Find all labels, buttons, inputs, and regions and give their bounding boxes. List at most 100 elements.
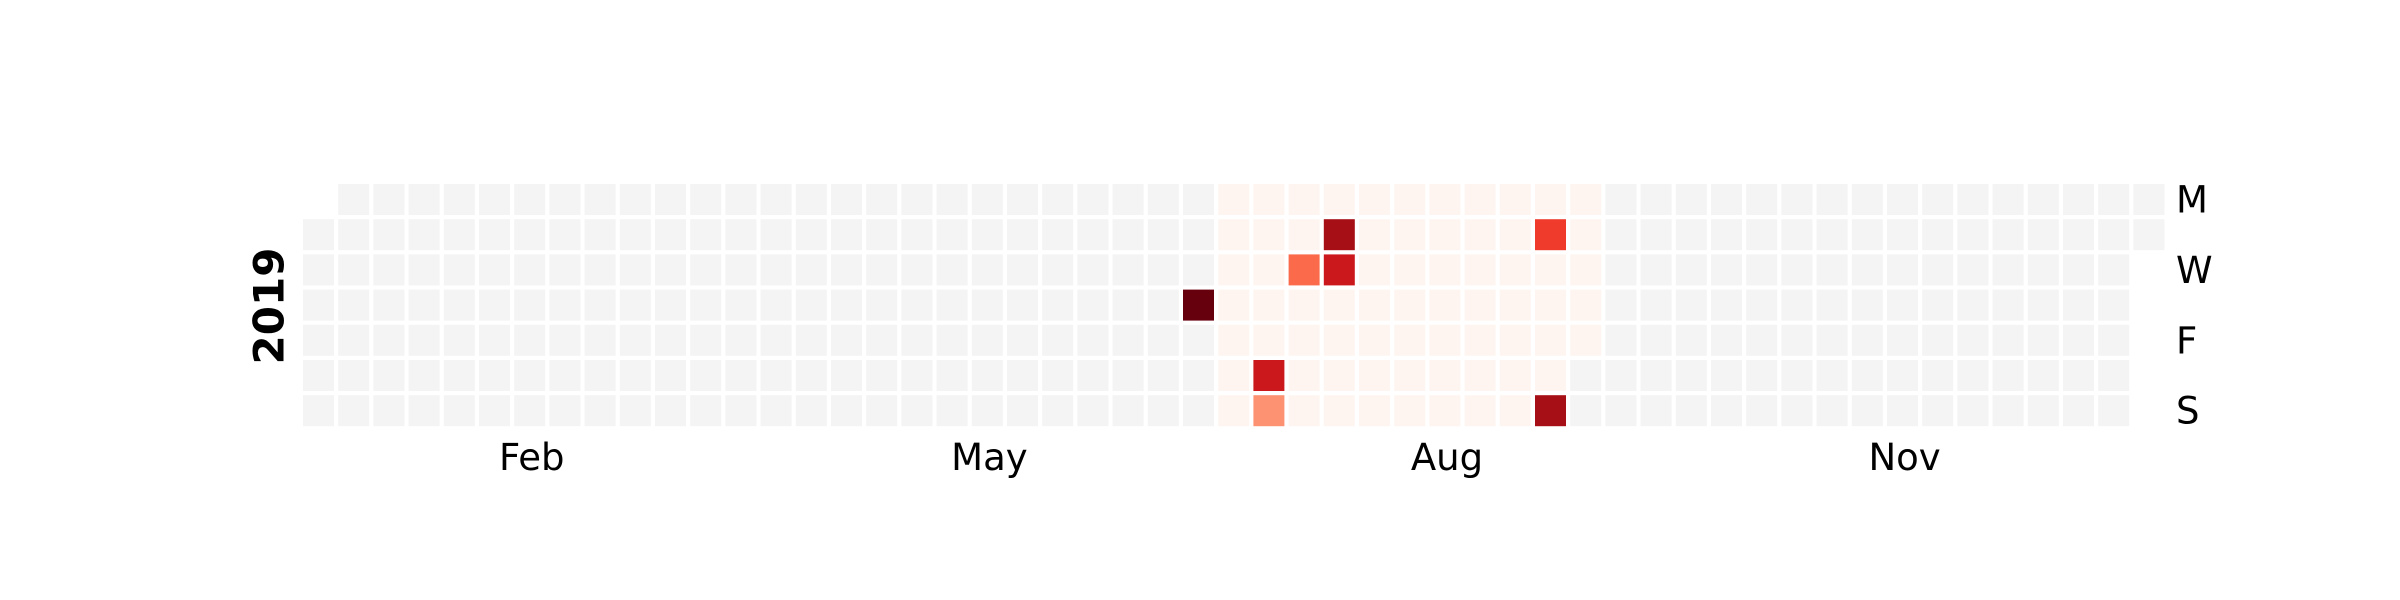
heatmap-cell (1288, 219, 1320, 251)
heatmap-cell (1183, 254, 1214, 286)
heatmap-cell (619, 289, 651, 321)
heatmap-cell (971, 254, 1003, 286)
heatmap-cell (1570, 289, 1602, 321)
heatmap-cell (1077, 184, 1109, 215)
heatmap-cell (866, 219, 898, 251)
heatmap-cell (1429, 184, 1461, 215)
heatmap-cell (619, 324, 651, 356)
heatmap-cell (1957, 219, 1989, 251)
heatmap-cell (338, 360, 370, 391)
heatmap-cell (584, 289, 616, 321)
heatmap-cell (655, 184, 686, 215)
heatmap-cell (795, 360, 827, 391)
heatmap-cell (2063, 254, 2094, 286)
heatmap-cell (1887, 360, 1918, 391)
heatmap-cell (619, 395, 651, 427)
heatmap-cell (866, 289, 898, 321)
heatmap-cell (1253, 184, 1285, 215)
heatmap-cell (1675, 395, 1707, 427)
heatmap-cell (1429, 324, 1461, 356)
heatmap-cell (1147, 184, 1179, 215)
heatmap-cell (408, 254, 440, 286)
heatmap-cell (584, 184, 616, 215)
heatmap-cell (1007, 360, 1038, 391)
heatmap-cell (1746, 324, 1778, 356)
heatmap-cell (2063, 219, 2094, 251)
heatmap-cell (1746, 395, 1778, 427)
heatmap-cell (1851, 360, 1883, 391)
heatmap-cell (1394, 324, 1426, 356)
heatmap-cell (725, 254, 757, 286)
heatmap-cell (1957, 254, 1989, 286)
heatmap-cell (831, 360, 862, 391)
heatmap-cell (514, 360, 546, 391)
weekday-label: M (2176, 179, 2208, 222)
heatmap-cell (1112, 360, 1144, 391)
heatmap-cell (725, 219, 757, 251)
heatmap-cell (1781, 184, 1813, 215)
heatmap-cell (514, 324, 546, 356)
month-label: Feb (499, 436, 565, 479)
heatmap-cell (1183, 324, 1214, 356)
heatmap-cell (1992, 395, 2024, 427)
heatmap-cells (303, 184, 2165, 427)
heatmap-cell (1640, 219, 1672, 251)
heatmap-cell (655, 219, 686, 251)
heatmap-cell (373, 324, 405, 356)
heatmap-cell (690, 254, 722, 286)
heatmap-cell (690, 184, 722, 215)
heatmap-cell (1394, 219, 1426, 251)
heatmap-cell (1253, 324, 1285, 356)
heatmap-cell (1253, 254, 1285, 286)
heatmap-cell (901, 289, 933, 321)
heatmap-cell (1851, 324, 1883, 356)
heatmap-cell (1922, 184, 1954, 215)
heatmap-cell (479, 184, 510, 215)
heatmap-cell (2027, 219, 2059, 251)
weekday-label: W (2176, 249, 2213, 292)
heatmap-cell (1535, 184, 1566, 215)
heatmap-cell (2027, 289, 2059, 321)
heatmap-cell (1359, 324, 1390, 356)
heatmap-cell (1957, 184, 1989, 215)
heatmap-cell (1640, 360, 1672, 391)
heatmap-cell (373, 254, 405, 286)
heatmap-cell (1746, 254, 1778, 286)
heatmap-cell (690, 324, 722, 356)
heatmap-cell (936, 289, 968, 321)
weekday-label: F (2176, 319, 2197, 362)
heatmap-cell (2098, 219, 2130, 251)
heatmap-cell (690, 219, 722, 251)
heatmap-cell (1253, 219, 1285, 251)
heatmap-cell (1007, 254, 1038, 286)
heatmap-cell (1535, 289, 1566, 321)
heatmap-cell (831, 289, 862, 321)
heatmap-cell (549, 254, 581, 286)
heatmap-cell (303, 324, 334, 356)
heatmap-cell (1112, 395, 1144, 427)
heatmap-cell (1640, 254, 1672, 286)
heatmap-cell (1042, 360, 1074, 391)
heatmap-cell (1077, 324, 1109, 356)
heatmap-cell (831, 254, 862, 286)
heatmap-cell (971, 289, 1003, 321)
heatmap-cell (2098, 184, 2130, 215)
heatmap-cell (1746, 360, 1778, 391)
heatmap-cell (866, 254, 898, 286)
heatmap-cell (1746, 184, 1778, 215)
heatmap-cell (1359, 219, 1390, 251)
heatmap-cell (725, 360, 757, 391)
heatmap-cell (901, 254, 933, 286)
heatmap-cell (1605, 254, 1637, 286)
heatmap-cell (1816, 324, 1848, 356)
heatmap-cell (1711, 184, 1742, 215)
heatmap-cell (1218, 360, 1250, 391)
heatmap-cell (690, 360, 722, 391)
heatmap-cell (1464, 324, 1496, 356)
heatmap-cell (2063, 289, 2094, 321)
heatmap-cell (1675, 324, 1707, 356)
heatmap-cell (866, 184, 898, 215)
heatmap-cell (1007, 184, 1038, 215)
heatmap-cell (831, 184, 862, 215)
heatmap-cell (408, 219, 440, 251)
